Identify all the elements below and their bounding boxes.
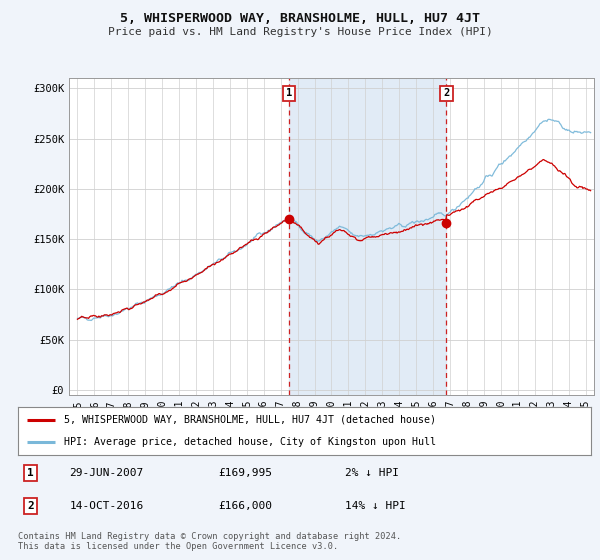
Text: 1: 1 — [27, 468, 34, 478]
Text: 14% ↓ HPI: 14% ↓ HPI — [344, 501, 406, 511]
Text: 5, WHISPERWOOD WAY, BRANSHOLME, HULL, HU7 4JT (detached house): 5, WHISPERWOOD WAY, BRANSHOLME, HULL, HU… — [64, 415, 436, 425]
Text: 5, WHISPERWOOD WAY, BRANSHOLME, HULL, HU7 4JT: 5, WHISPERWOOD WAY, BRANSHOLME, HULL, HU… — [120, 12, 480, 25]
Text: 29-JUN-2007: 29-JUN-2007 — [70, 468, 144, 478]
Text: 2: 2 — [27, 501, 34, 511]
Text: £169,995: £169,995 — [218, 468, 272, 478]
Text: 1: 1 — [286, 88, 292, 99]
Bar — [289, 78, 446, 395]
Text: £166,000: £166,000 — [218, 501, 272, 511]
Text: 2% ↓ HPI: 2% ↓ HPI — [344, 468, 398, 478]
Text: 14-OCT-2016: 14-OCT-2016 — [70, 501, 144, 511]
Text: 2: 2 — [443, 88, 449, 99]
Text: HPI: Average price, detached house, City of Kingston upon Hull: HPI: Average price, detached house, City… — [64, 437, 436, 447]
Text: Contains HM Land Registry data © Crown copyright and database right 2024.
This d: Contains HM Land Registry data © Crown c… — [18, 532, 401, 552]
Text: Price paid vs. HM Land Registry's House Price Index (HPI): Price paid vs. HM Land Registry's House … — [107, 27, 493, 37]
